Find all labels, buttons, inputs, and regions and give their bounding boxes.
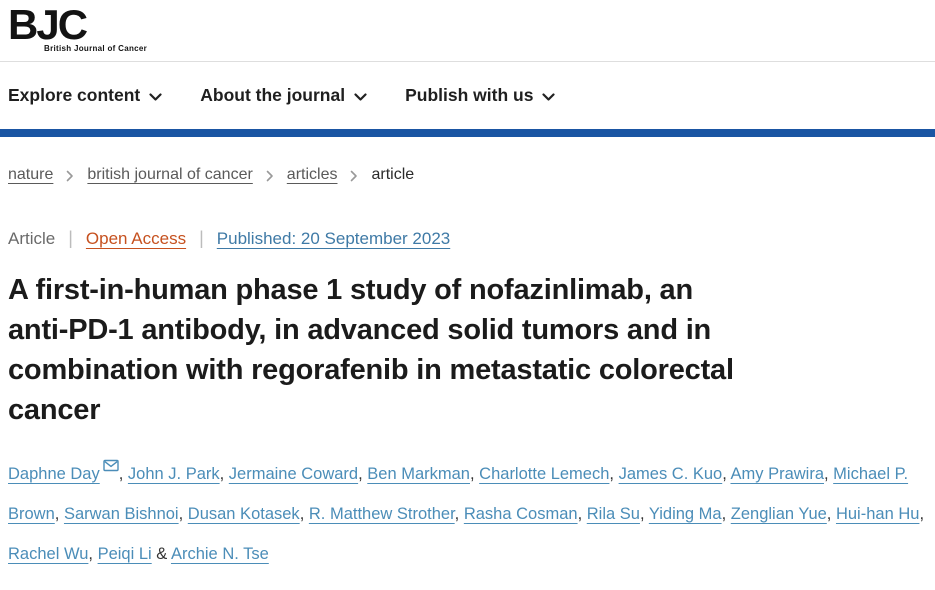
author-separator: , — [577, 505, 587, 523]
separator: | — [199, 228, 204, 248]
nav-item-label: Explore content — [8, 85, 141, 105]
nav-publish-with-us[interactable]: Publish with us — [405, 85, 556, 106]
author-separator: , — [219, 465, 229, 483]
nav-item-label: Publish with us — [405, 85, 534, 105]
chevron-right-icon — [67, 170, 74, 181]
author-list: Daphne Day, John J. Park, Jermaine Cowar… — [8, 454, 927, 574]
title-line: combination with regorafenib in metastat… — [8, 354, 734, 386]
author-separator: , — [358, 465, 368, 483]
author-separator: , — [919, 505, 925, 523]
chevron-right-icon — [266, 170, 273, 181]
article-meta-row: Article | Open Access | Published: 20 Se… — [8, 228, 927, 249]
open-access-link[interactable]: Open Access — [85, 228, 187, 248]
chevron-down-icon — [354, 93, 367, 101]
title-line: A first-in-human phase 1 study of nofazi… — [8, 274, 693, 306]
author-separator: , — [118, 465, 128, 483]
author-link[interactable]: Hui-han Hu — [835, 505, 920, 523]
author-link[interactable]: Sarwan Bishnoi — [63, 505, 179, 523]
author-separator: , — [639, 505, 649, 523]
accent-bar — [0, 129, 935, 137]
chevron-down-icon — [149, 93, 162, 101]
author-link[interactable]: Charlotte Lemech — [479, 465, 610, 483]
author-link[interactable]: Daphne Day — [8, 465, 100, 483]
author-separator: , — [826, 505, 836, 523]
author-link[interactable]: R. Matthew Strother — [308, 505, 455, 523]
author-separator: , — [824, 465, 834, 483]
author-separator: , — [454, 505, 464, 523]
published-date-link[interactable]: Published: 20 September 2023 — [216, 228, 451, 248]
author-link[interactable]: James C. Kuo — [618, 465, 723, 483]
breadcrumb-current: article — [371, 166, 415, 183]
author-separator: , — [88, 545, 98, 563]
nav-item-label: About the journal — [200, 85, 346, 105]
email-icon[interactable] — [100, 459, 119, 483]
author-separator: , — [54, 505, 64, 523]
author-separator: , — [609, 465, 619, 483]
breadcrumb-link-nature[interactable]: nature — [8, 166, 54, 183]
chevron-right-icon — [351, 170, 358, 181]
author-separator: , — [721, 505, 731, 523]
author-link[interactable]: Zenglian Yue — [730, 505, 827, 523]
author-link[interactable]: Rasha Cosman — [463, 505, 578, 523]
author-link[interactable]: Amy Prawira — [730, 465, 824, 483]
article-header-region: nature british journal of cancer article… — [0, 166, 935, 574]
breadcrumb-link-articles[interactable]: articles — [286, 166, 338, 183]
author-link[interactable]: Jermaine Coward — [228, 465, 359, 483]
author-link[interactable]: Archie N. Tse — [170, 545, 269, 563]
author-final-separator: & — [151, 545, 171, 563]
bjc-logo[interactable]: BJC British Journal of Cancer — [8, 1, 147, 54]
author-separator: , — [178, 505, 188, 523]
author-link[interactable]: Rachel Wu — [8, 545, 89, 563]
site-header: BJC British Journal of Cancer — [0, 0, 935, 62]
author-link[interactable]: Peiqi Li — [97, 545, 152, 563]
separator: | — [68, 228, 73, 248]
author-link[interactable]: John J. Park — [127, 465, 220, 483]
nav-about-the-journal[interactable]: About the journal — [200, 85, 367, 106]
bjc-logo-acronym: BJC — [8, 1, 88, 48]
breadcrumb-link-journal[interactable]: british journal of cancer — [87, 166, 253, 183]
nav-explore-content[interactable]: Explore content — [8, 85, 162, 106]
chevron-down-icon — [542, 93, 556, 101]
title-line: anti-PD-1 antibody, in advanced solid tu… — [8, 314, 712, 346]
author-separator: , — [299, 505, 309, 523]
title-line: cancer — [8, 394, 101, 426]
author-separator: , — [722, 465, 731, 483]
article-type-label: Article — [8, 228, 56, 248]
bjc-logo-subtitle: British Journal of Cancer — [44, 44, 148, 53]
primary-nav: Explore content About the journal Publis… — [0, 62, 935, 129]
author-link[interactable]: Dusan Kotasek — [187, 505, 300, 523]
author-link[interactable]: Rila Su — [586, 505, 640, 523]
author-link[interactable]: Michael P. Brown — [8, 465, 909, 523]
article-title: A first-in-human phase 1 study of nofazi… — [8, 270, 927, 430]
breadcrumb: nature british journal of cancer article… — [8, 166, 927, 184]
author-separator: , — [470, 465, 480, 483]
author-link[interactable]: Ben Markman — [367, 465, 470, 483]
author-link[interactable]: Yiding Ma — [648, 505, 722, 523]
